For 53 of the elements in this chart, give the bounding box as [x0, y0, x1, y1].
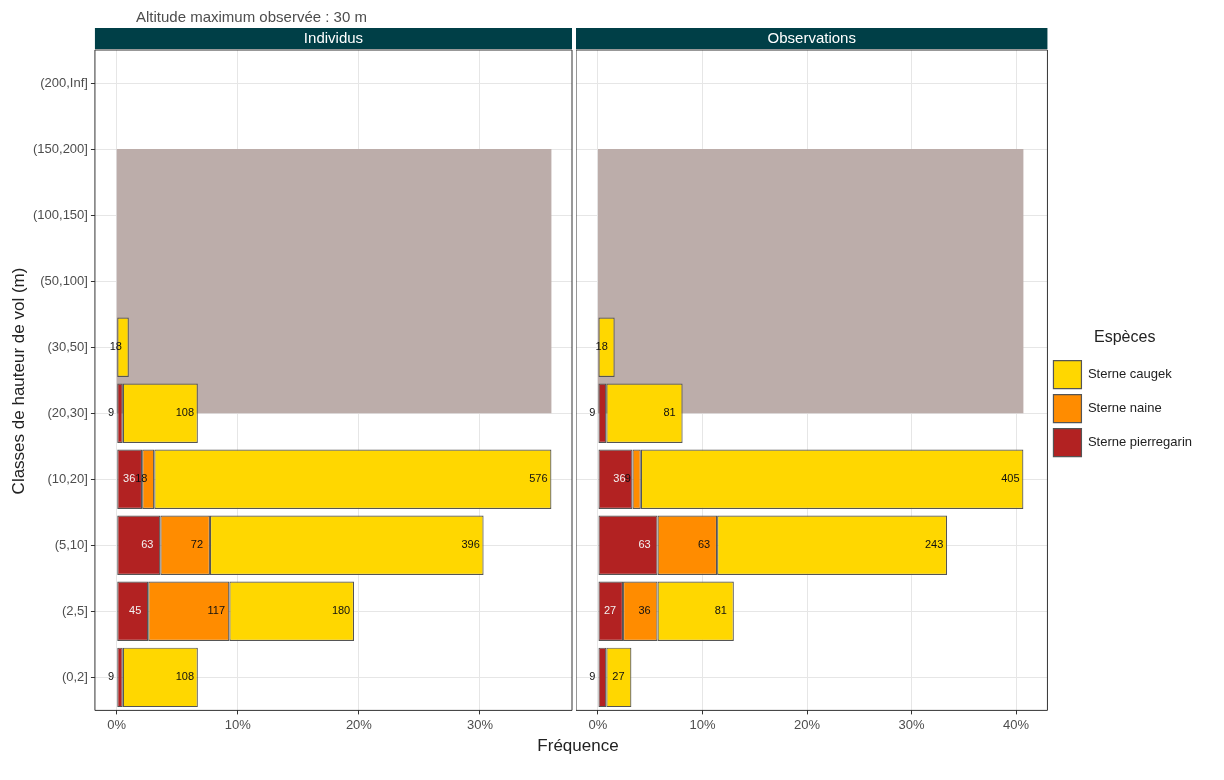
annotation: 9 — [108, 670, 115, 683]
x-tick-label: 10% — [689, 716, 716, 732]
y-axis-title: Classes de hauteur de vol (m) — [9, 267, 29, 495]
annotation: 9 — [589, 670, 596, 683]
annotation: 45 — [129, 604, 142, 617]
y-tick-label: (100,150] — [33, 206, 88, 222]
x-tick-label: 40% — [1003, 716, 1030, 732]
annotation: 108 — [175, 670, 195, 683]
y-tick-label: (2,5] — [61, 602, 88, 618]
y-tick-label: (30,50] — [47, 338, 88, 354]
chart-title: Observations — [767, 29, 856, 47]
x-tick-label: 30% — [898, 716, 925, 732]
annotation: 36 — [613, 472, 626, 485]
y-tick-label: (5,10] — [54, 536, 88, 552]
annotation: 243 — [924, 538, 944, 551]
annotation: 180 — [331, 604, 351, 617]
annotation: 9 — [108, 406, 115, 419]
annotation: 9 — [589, 406, 596, 419]
annotation: 36 — [638, 604, 651, 617]
annotation: 81 — [663, 406, 676, 419]
annotation: 63 — [697, 538, 711, 551]
text: Altitude maximum observée : 30 m — [136, 8, 368, 26]
x-tick-label: 20% — [345, 716, 373, 732]
legend-title: Espèces — [1094, 327, 1156, 345]
annotation: 63 — [638, 538, 651, 551]
chart-title: Individus — [303, 29, 364, 47]
legend-label: Sterne pierregarin — [1087, 434, 1193, 450]
annotation: 63 — [141, 538, 154, 551]
annotation: 117 — [207, 604, 226, 617]
y-tick-label: (10,20] — [47, 470, 88, 486]
x-tick-label: 20% — [794, 716, 821, 732]
annotation: 27 — [603, 604, 617, 617]
annotation: 81 — [714, 604, 727, 617]
y-tick-label: (200,Inf] — [40, 74, 88, 90]
y-tick-label: (20,30] — [47, 404, 88, 420]
y-tick-label: (150,200] — [33, 140, 88, 156]
y-tick-label: (50,100] — [40, 272, 88, 288]
annotation: 576 — [529, 472, 548, 485]
annotation: 27 — [612, 670, 625, 683]
x-tick-label: 0% — [107, 716, 127, 732]
x-tick-label: 30% — [466, 716, 494, 732]
annotation: 396 — [461, 538, 480, 551]
x-tick-label: 0% — [588, 716, 608, 732]
x-axis-title: Fréquence — [536, 736, 620, 756]
annotation: 36 — [123, 472, 136, 485]
annotation: 405 — [1001, 472, 1020, 485]
annotation: 108 — [175, 406, 195, 419]
annotation: 9 — [624, 472, 631, 485]
annotation: 72 — [190, 538, 204, 551]
x-tick-label: 10% — [224, 716, 252, 732]
legend-label: Sterne naine — [1087, 400, 1162, 416]
y-tick-label: (0,2] — [61, 668, 88, 684]
legend-label: Sterne caugek — [1087, 366, 1173, 382]
